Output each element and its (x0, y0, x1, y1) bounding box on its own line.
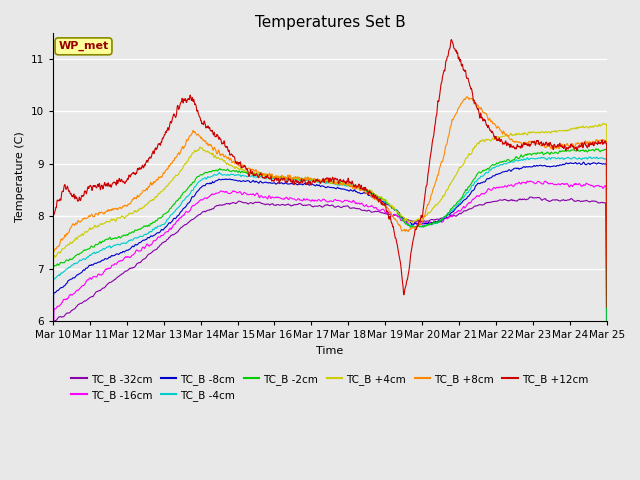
TC_B -2cm (346, 182, 354, 188)
Line: TC_B +4cm: TC_B +4cm (53, 123, 607, 447)
TC_B +12cm (491, 136, 499, 142)
TC_B -32cm (204, 208, 211, 214)
TC_B +8cm (491, 121, 499, 127)
TC_B -4cm (603, 347, 611, 352)
TC_B +8cm (570, 143, 577, 148)
TC_B -8cm (491, 173, 499, 179)
TC_B +8cm (463, 94, 470, 100)
TC_B +8cm (603, 263, 611, 268)
TC_B +8cm (554, 144, 562, 150)
TC_B -16cm (49, 469, 57, 475)
TC_B -16cm (527, 178, 534, 184)
TC_B -32cm (346, 205, 354, 211)
TC_B +12cm (346, 179, 354, 185)
TC_B +12cm (49, 353, 57, 359)
TC_B -8cm (603, 318, 611, 324)
TC_B -8cm (358, 191, 365, 196)
Line: TC_B -2cm: TC_B -2cm (53, 149, 607, 415)
TC_B +8cm (204, 140, 211, 146)
TC_B -32cm (528, 194, 536, 200)
TC_B +4cm (600, 120, 607, 126)
TC_B -4cm (358, 186, 365, 192)
TC_B -4cm (49, 419, 57, 424)
TC_B -8cm (346, 188, 354, 193)
TC_B +12cm (554, 142, 562, 147)
TC_B -4cm (204, 174, 211, 180)
Line: TC_B -4cm: TC_B -4cm (53, 157, 607, 421)
Title: Temperatures Set B: Temperatures Set B (255, 15, 405, 30)
TC_B -16cm (204, 195, 211, 201)
TC_B -8cm (570, 161, 577, 167)
TC_B -16cm (554, 181, 562, 187)
TC_B -16cm (491, 185, 499, 191)
TC_B +8cm (346, 182, 354, 188)
TC_B -16cm (570, 182, 577, 188)
TC_B +4cm (204, 148, 211, 154)
Line: TC_B -16cm: TC_B -16cm (53, 181, 607, 472)
TC_B -16cm (346, 198, 354, 204)
Legend: TC_B -32cm, TC_B -16cm, TC_B -8cm, TC_B -4cm, TC_B -2cm, TC_B +4cm, TC_B +8cm, T: TC_B -32cm, TC_B -16cm, TC_B -8cm, TC_B … (67, 370, 593, 405)
TC_B -8cm (554, 163, 562, 168)
TC_B +4cm (491, 137, 499, 143)
TC_B +4cm (570, 126, 577, 132)
TC_B -8cm (49, 462, 57, 468)
TC_B -4cm (346, 184, 354, 190)
TC_B -4cm (586, 154, 594, 160)
TC_B +12cm (603, 304, 611, 310)
TC_B -2cm (592, 146, 600, 152)
TC_B +12cm (358, 185, 365, 191)
TC_B -2cm (603, 341, 611, 347)
TC_B -32cm (554, 197, 562, 203)
TC_B -2cm (49, 412, 57, 418)
TC_B -2cm (491, 162, 499, 168)
TC_B +12cm (204, 124, 211, 130)
TC_B +4cm (603, 250, 611, 255)
TC_B -4cm (554, 155, 562, 161)
Line: TC_B +12cm: TC_B +12cm (53, 40, 607, 356)
TC_B -32cm (603, 381, 611, 386)
TC_B -32cm (570, 198, 577, 204)
TC_B +8cm (49, 442, 57, 447)
TC_B -2cm (204, 169, 211, 175)
TC_B -32cm (49, 475, 57, 480)
TC_B +4cm (554, 128, 562, 134)
Line: TC_B +8cm: TC_B +8cm (53, 97, 607, 444)
TC_B -32cm (491, 198, 499, 204)
TC_B -8cm (580, 159, 588, 165)
TC_B -16cm (603, 352, 611, 358)
Line: TC_B -8cm: TC_B -8cm (53, 162, 607, 465)
TC_B +4cm (346, 182, 354, 188)
TC_B -2cm (554, 151, 562, 156)
X-axis label: Time: Time (316, 346, 344, 356)
TC_B -8cm (204, 181, 211, 187)
TC_B +8cm (358, 186, 365, 192)
Y-axis label: Temperature (C): Temperature (C) (15, 132, 25, 222)
TC_B -2cm (358, 185, 365, 191)
TC_B -32cm (358, 207, 365, 213)
TC_B -2cm (570, 147, 577, 153)
TC_B +12cm (447, 37, 455, 43)
TC_B -4cm (570, 155, 577, 161)
TC_B +12cm (570, 144, 577, 150)
TC_B +4cm (358, 186, 365, 192)
TC_B -16cm (358, 200, 365, 206)
Line: TC_B -32cm: TC_B -32cm (53, 197, 607, 478)
TC_B +4cm (49, 444, 57, 450)
Text: WP_met: WP_met (58, 41, 109, 51)
TC_B -4cm (491, 165, 499, 170)
